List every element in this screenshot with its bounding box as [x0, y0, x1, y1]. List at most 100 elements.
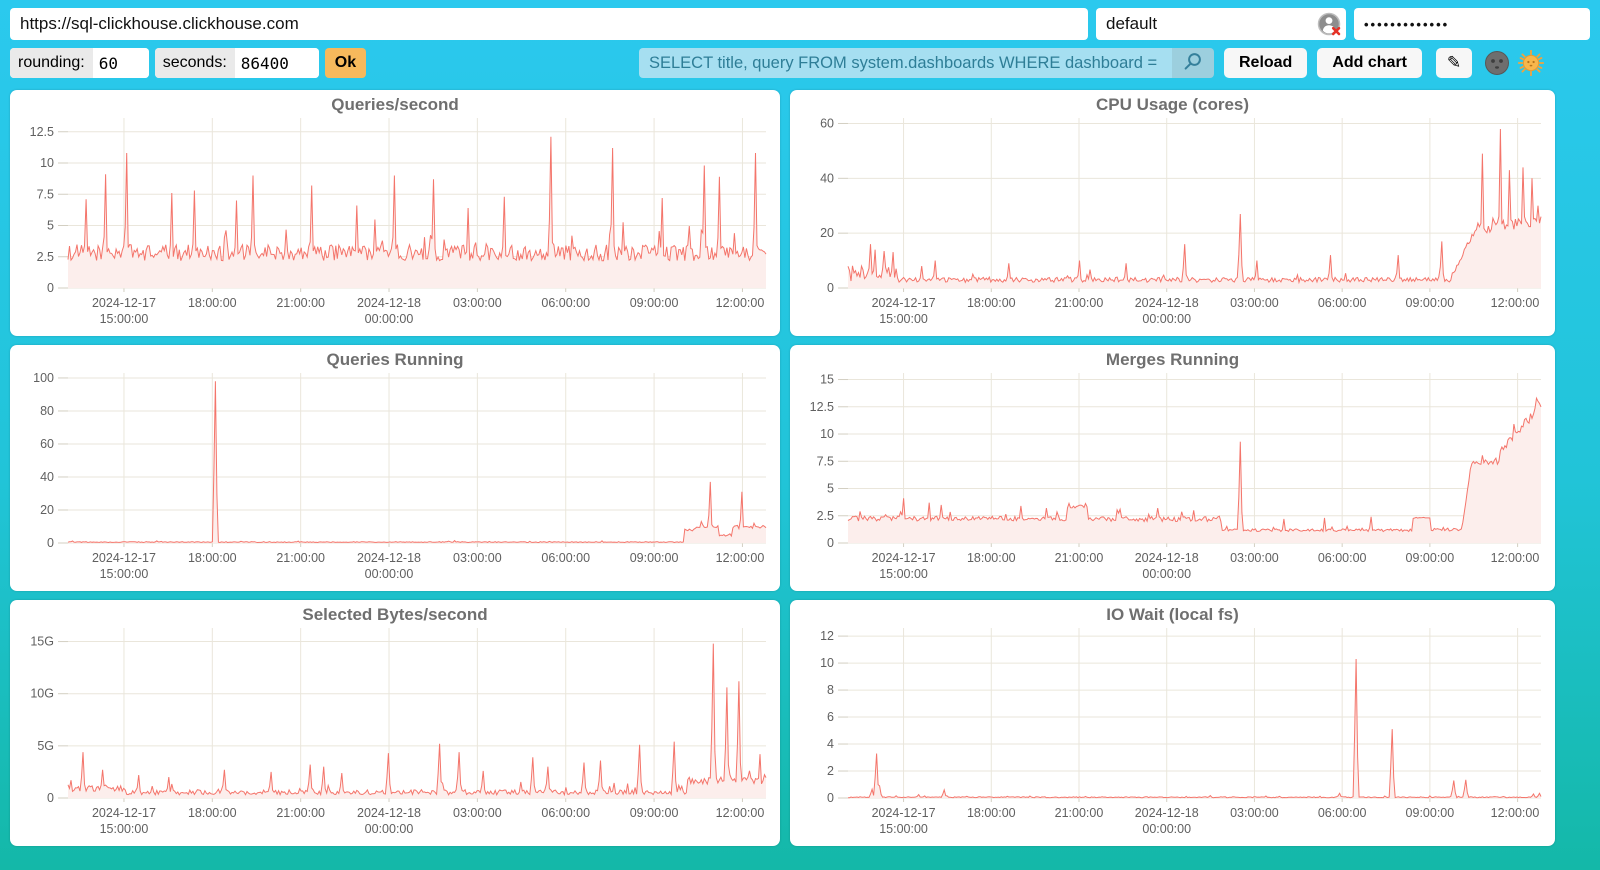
svg-text:09:00:00: 09:00:00	[1406, 296, 1455, 310]
svg-text:03:00:00: 03:00:00	[1230, 806, 1279, 820]
svg-text:10G: 10G	[30, 687, 54, 701]
user-input[interactable]	[1096, 8, 1346, 40]
seconds-input[interactable]	[234, 48, 319, 78]
svg-text:15G: 15G	[30, 635, 54, 649]
svg-text:12: 12	[820, 629, 834, 643]
chart-card-io-wait-local-fs: IO Wait (local fs) 2024-12-17 15:00:00 18:0…	[790, 600, 1555, 846]
svg-text:2024-12-17: 2024-12-17	[92, 551, 156, 565]
svg-text:20: 20	[40, 503, 54, 517]
svg-text:15:00:00: 15:00:00	[100, 567, 149, 581]
chart-plot-selected-bytes-second[interactable]: 2024-12-17 15:00:00 18:00:00 21:00:00 2024-1…	[10, 600, 780, 846]
svg-text:03:00:00: 03:00:00	[453, 806, 502, 820]
dashboard-query-wrap	[638, 48, 1214, 78]
chart-card-queries-running: Queries Running 2024-12-17 15:00:00 18:00:0…	[10, 345, 780, 591]
svg-text:2024-12-17: 2024-12-17	[872, 296, 936, 310]
svg-text:06:00:00: 06:00:00	[1318, 806, 1367, 820]
svg-text:7.5: 7.5	[817, 454, 834, 468]
svg-text:06:00:00: 06:00:00	[541, 806, 590, 820]
svg-text:0: 0	[47, 536, 54, 550]
svg-text:18:00:00: 18:00:00	[967, 551, 1016, 565]
svg-text:03:00:00: 03:00:00	[453, 551, 502, 565]
svg-text:7.5: 7.5	[37, 187, 54, 201]
chart-plot-queries-running[interactable]: 2024-12-17 15:00:00 18:00:00 21:00:00 2024-1…	[10, 345, 780, 591]
svg-text:2024-12-18: 2024-12-18	[357, 806, 421, 820]
svg-text:00:00:00: 00:00:00	[365, 567, 414, 581]
svg-text:5: 5	[827, 482, 834, 496]
series-area	[848, 659, 1541, 798]
svg-text:10: 10	[820, 427, 834, 441]
edit-button[interactable]: ✎	[1436, 48, 1472, 78]
svg-text:15: 15	[820, 373, 834, 387]
svg-text:18:00:00: 18:00:00	[188, 806, 237, 820]
svg-text:2024-12-17: 2024-12-17	[872, 551, 936, 565]
series-line	[67, 643, 767, 797]
axis-labels: 2024-12-17 15:00:00 18:00:00 21:00:00 2024-1…	[820, 116, 1539, 326]
magnifier-icon	[1182, 51, 1204, 76]
svg-text:00:00:00: 00:00:00	[365, 822, 414, 836]
svg-text:12.5: 12.5	[30, 125, 54, 139]
rounding-label: rounding:	[10, 48, 93, 78]
rounding-input[interactable]	[92, 48, 149, 78]
search-button[interactable]	[1171, 48, 1214, 78]
svg-text:12:00:00: 12:00:00	[716, 551, 765, 565]
svg-text:18:00:00: 18:00:00	[967, 806, 1016, 820]
svg-text:15:00:00: 15:00:00	[879, 822, 928, 836]
svg-text:2: 2	[827, 764, 834, 778]
axis-labels: 2024-12-17 15:00:00 18:00:00 21:00:00 2024-1…	[30, 635, 764, 836]
user-auth-error-icon	[1317, 12, 1341, 36]
svg-text:18:00:00: 18:00:00	[188, 296, 237, 310]
series-line	[67, 136, 767, 263]
add-chart-button[interactable]: Add chart	[1317, 48, 1422, 78]
svg-text:18:00:00: 18:00:00	[967, 296, 1016, 310]
svg-text:12:00:00: 12:00:00	[1491, 551, 1540, 565]
connection-row	[10, 8, 1590, 40]
svg-text:09:00:00: 09:00:00	[630, 806, 679, 820]
svg-text:12:00:00: 12:00:00	[1491, 806, 1540, 820]
light-theme-button[interactable]	[1517, 49, 1545, 77]
password-input[interactable]	[1354, 8, 1590, 40]
svg-text:100: 100	[33, 371, 54, 385]
svg-text:2.5: 2.5	[817, 509, 834, 523]
svg-text:12:00:00: 12:00:00	[1491, 296, 1540, 310]
chart-plot-merges-running[interactable]: 2024-12-17 15:00:00 18:00:00 21:00:00 2024-1…	[790, 345, 1555, 591]
svg-text:2024-12-18: 2024-12-18	[1135, 296, 1199, 310]
reload-button[interactable]: Reload	[1223, 48, 1308, 78]
svg-text:12.5: 12.5	[810, 400, 834, 414]
dark-theme-button[interactable]	[1484, 50, 1510, 76]
svg-text:21:00:00: 21:00:00	[276, 296, 325, 310]
clickhouse-dashboard-page: rounding: seconds: Ok Reload Add chart	[10, 8, 1590, 846]
series-area	[68, 381, 766, 543]
svg-text:10: 10	[820, 656, 834, 670]
toolbar: rounding: seconds: Ok Reload Add chart	[10, 47, 1590, 79]
svg-text:06:00:00: 06:00:00	[541, 296, 590, 310]
svg-text:5G: 5G	[37, 739, 54, 753]
grid-lines	[58, 628, 766, 802]
server-url-input[interactable]	[10, 8, 1088, 40]
svg-text:00:00:00: 00:00:00	[1142, 567, 1191, 581]
svg-text:00:00:00: 00:00:00	[365, 312, 414, 326]
svg-text:09:00:00: 09:00:00	[1406, 551, 1455, 565]
chart-plot-io-wait-local-fs[interactable]: 2024-12-17 15:00:00 18:00:00 21:00:00 2024-1…	[790, 600, 1555, 846]
chart-plot-cpu-usage-cores[interactable]: 2024-12-17 15:00:00 18:00:00 21:00:00 2024-1…	[790, 90, 1555, 336]
svg-text:0: 0	[827, 536, 834, 550]
axis-labels: 2024-12-17 15:00:00 18:00:00 21:00:00 2024-1…	[33, 371, 764, 581]
dashboard-query-input[interactable]	[638, 48, 1172, 78]
series-area	[68, 643, 766, 798]
chart-plot-queries-second[interactable]: 2024-12-17 15:00:00 18:00:00 21:00:00 2024-1…	[10, 90, 780, 336]
svg-text:40: 40	[40, 470, 54, 484]
series-area	[68, 136, 766, 288]
svg-text:10: 10	[40, 156, 54, 170]
chart-card-merges-running: Merges Running 2024-12-17 15:00:00 18:00:00…	[790, 345, 1555, 591]
series-area	[848, 398, 1541, 543]
chart-card-selected-bytes-second: Selected Bytes/second 2024-12-17 15:00:00 1…	[10, 600, 780, 846]
ok-button[interactable]: Ok	[324, 48, 367, 78]
grid-lines	[58, 373, 766, 547]
user-field-wrap	[1096, 8, 1346, 40]
axis-labels: 2024-12-17 15:00:00 18:00:00 21:00:00 2024-1…	[810, 373, 1540, 581]
svg-text:06:00:00: 06:00:00	[541, 551, 590, 565]
grid-lines	[838, 118, 1541, 292]
svg-text:2024-12-18: 2024-12-18	[1135, 551, 1199, 565]
svg-text:20: 20	[820, 226, 834, 240]
svg-text:18:00:00: 18:00:00	[188, 551, 237, 565]
svg-text:0: 0	[827, 281, 834, 295]
